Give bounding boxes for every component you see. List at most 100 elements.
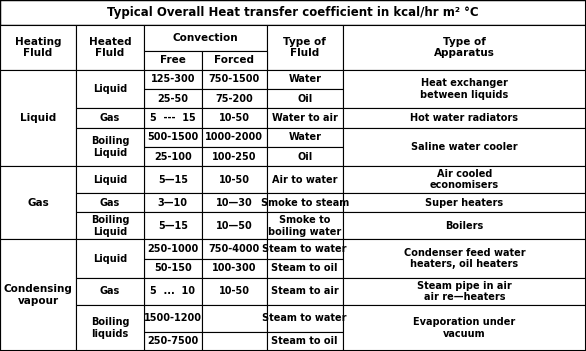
Bar xyxy=(202,278,267,305)
Bar xyxy=(343,212,586,239)
Text: 100-250: 100-250 xyxy=(212,152,257,161)
Text: Water: Water xyxy=(288,132,321,142)
Text: Air cooled
economisers: Air cooled economisers xyxy=(430,169,499,190)
Text: Boiling
liquids: Boiling liquids xyxy=(91,317,129,339)
Text: 10-50: 10-50 xyxy=(219,286,250,296)
Bar xyxy=(144,70,202,89)
Bar xyxy=(76,166,144,193)
Bar xyxy=(202,108,267,128)
Bar xyxy=(202,89,267,108)
Text: Oil: Oil xyxy=(297,152,312,161)
Text: 750-1500: 750-1500 xyxy=(209,74,260,85)
Text: 10—30: 10—30 xyxy=(216,198,253,208)
Text: Convection: Convection xyxy=(172,33,238,43)
Text: 25-100: 25-100 xyxy=(154,152,192,161)
Text: 1500-1200: 1500-1200 xyxy=(144,313,202,323)
Text: 125-300: 125-300 xyxy=(151,74,195,85)
Bar xyxy=(202,70,267,89)
Text: Gas: Gas xyxy=(100,113,120,123)
Text: Smoke to steam: Smoke to steam xyxy=(261,198,349,208)
Text: 10-50: 10-50 xyxy=(219,113,250,123)
Bar xyxy=(144,51,202,70)
Text: Liquid: Liquid xyxy=(20,113,56,123)
Text: Condenser feed water
heaters, oil heaters: Condenser feed water heaters, oil heater… xyxy=(404,248,525,269)
Bar xyxy=(267,128,343,147)
Bar xyxy=(202,239,267,259)
Bar xyxy=(76,128,144,166)
Text: 25-50: 25-50 xyxy=(158,94,188,104)
Bar xyxy=(0,239,76,351)
Text: Steam to oil: Steam to oil xyxy=(271,336,338,346)
Bar xyxy=(267,70,343,89)
Bar xyxy=(0,166,76,239)
Bar xyxy=(202,51,267,70)
Bar xyxy=(267,193,343,212)
Bar xyxy=(144,305,202,332)
Text: 5—15: 5—15 xyxy=(158,221,188,231)
Text: Water: Water xyxy=(288,74,321,85)
Bar xyxy=(343,305,586,351)
Text: Type of
Fluld: Type of Fluld xyxy=(283,37,326,58)
Bar xyxy=(202,259,267,278)
Bar xyxy=(144,25,267,51)
Text: 250-1000: 250-1000 xyxy=(147,244,199,254)
Text: Heating
Fluld: Heating Fluld xyxy=(15,37,62,58)
Text: Liquid: Liquid xyxy=(93,84,127,94)
Bar xyxy=(144,278,202,305)
Text: 500-1500: 500-1500 xyxy=(147,132,199,142)
Bar xyxy=(343,193,586,212)
Bar xyxy=(76,25,144,70)
Text: 250-7500: 250-7500 xyxy=(147,336,199,346)
Text: Typical Overall Heat transfer coefficient in kcal/hr m² °C: Typical Overall Heat transfer coefficien… xyxy=(107,6,479,19)
Text: 5  ---  15: 5 --- 15 xyxy=(150,113,196,123)
Bar xyxy=(343,25,586,70)
Text: Saline water cooler: Saline water cooler xyxy=(411,142,517,152)
Text: Condensing
vapour: Condensing vapour xyxy=(4,284,73,306)
Text: Boiling
Liquid: Boiling Liquid xyxy=(91,136,129,158)
Text: Steam pipe in air
air re—heaters: Steam pipe in air air re—heaters xyxy=(417,280,512,302)
Text: Liquid: Liquid xyxy=(93,174,127,185)
Bar xyxy=(144,89,202,108)
Bar xyxy=(202,332,267,351)
Text: 5  ...  10: 5 ... 10 xyxy=(151,286,195,296)
Bar xyxy=(202,166,267,193)
Text: 750-4000: 750-4000 xyxy=(209,244,260,254)
Bar xyxy=(343,239,586,278)
Bar xyxy=(76,278,144,305)
Bar xyxy=(144,212,202,239)
Text: Gas: Gas xyxy=(27,198,49,208)
Text: Steam to water: Steam to water xyxy=(263,244,347,254)
Bar xyxy=(202,128,267,147)
Text: Heated
Fluld: Heated Fluld xyxy=(88,37,131,58)
Bar xyxy=(343,128,586,166)
Bar xyxy=(343,166,586,193)
Bar xyxy=(267,108,343,128)
Bar xyxy=(267,305,343,332)
Bar xyxy=(76,108,144,128)
Bar xyxy=(267,147,343,166)
Bar xyxy=(267,332,343,351)
Text: Steam to water: Steam to water xyxy=(263,313,347,323)
Text: 10—50: 10—50 xyxy=(216,221,253,231)
Bar xyxy=(202,212,267,239)
Text: 100-300: 100-300 xyxy=(212,263,257,273)
Text: 10-50: 10-50 xyxy=(219,174,250,185)
Text: 5—15: 5—15 xyxy=(158,174,188,185)
Bar xyxy=(144,259,202,278)
Bar xyxy=(343,108,586,128)
Bar xyxy=(76,305,144,351)
Bar xyxy=(144,239,202,259)
Text: 1000-2000: 1000-2000 xyxy=(206,132,263,142)
Bar xyxy=(144,193,202,212)
Text: Steam to oil: Steam to oil xyxy=(271,263,338,273)
Bar xyxy=(76,239,144,278)
Text: Water to air: Water to air xyxy=(272,113,338,123)
Bar xyxy=(144,128,202,147)
Bar xyxy=(267,259,343,278)
Bar xyxy=(0,0,586,25)
Text: Gas: Gas xyxy=(100,198,120,208)
Bar xyxy=(267,166,343,193)
Text: Free: Free xyxy=(160,55,186,65)
Bar xyxy=(144,147,202,166)
Bar xyxy=(76,70,144,108)
